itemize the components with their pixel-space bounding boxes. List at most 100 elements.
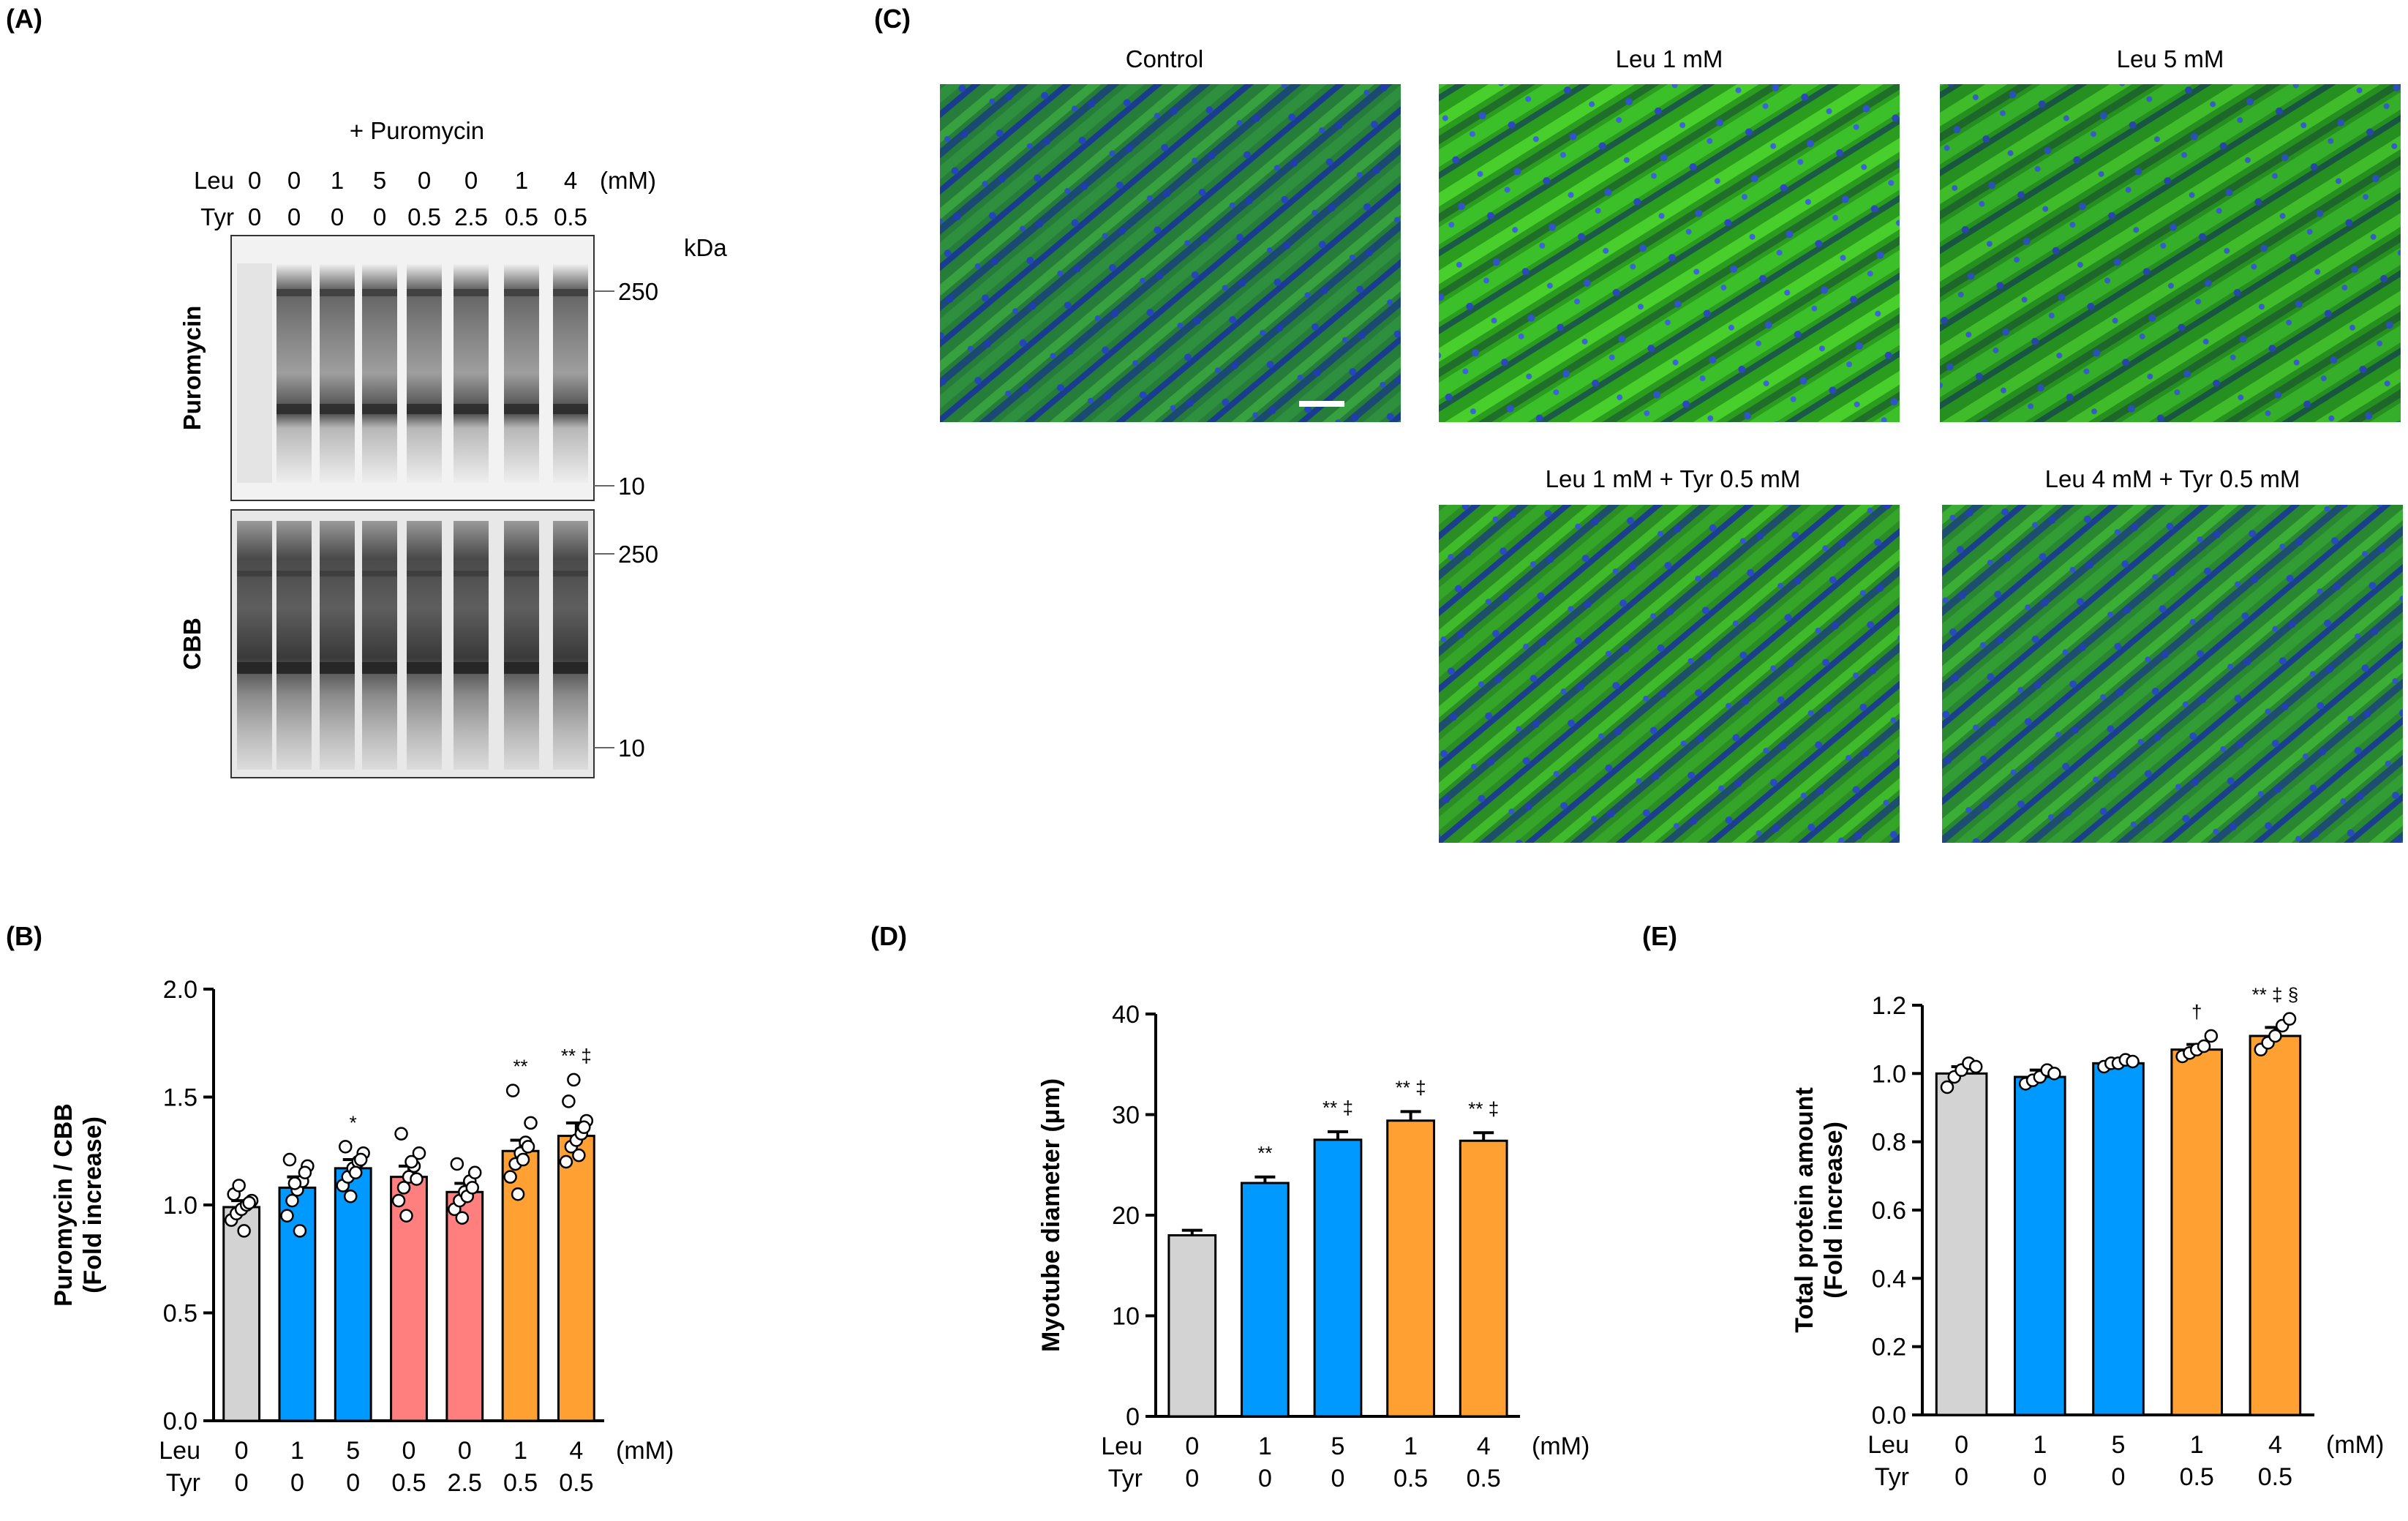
data-point (450, 1157, 464, 1171)
panel-label-c: (C) (874, 4, 911, 34)
data-point (298, 1165, 312, 1179)
data-point (285, 1193, 299, 1208)
data-point (577, 1120, 591, 1135)
puromycin-lane (237, 263, 272, 483)
micrograph-leu1 (1439, 84, 1900, 422)
blot-tyr-label: Tyr (200, 203, 234, 230)
bar (222, 1206, 261, 1422)
y-tick-label: 0.2 (1872, 1334, 1906, 1362)
data-point (410, 1172, 424, 1186)
x-tyr-value: 0 (1258, 1465, 1272, 1492)
data-point (2268, 1029, 2282, 1043)
x-leu-value: 0 (1954, 1431, 1968, 1459)
data-point (2126, 1054, 2140, 1069)
blot-tyr-value: 2.5 (454, 203, 488, 230)
significance-mark: ** ‡ (561, 1045, 592, 1067)
bar (445, 1190, 484, 1422)
data-point (521, 1140, 535, 1154)
puromycin-band (407, 404, 442, 414)
cbb-band (320, 571, 355, 577)
bar (2249, 1034, 2302, 1416)
blot-treatment-label: + Puromycin (350, 117, 484, 144)
x-tyr-label: Tyr (1875, 1463, 1909, 1491)
data-point (287, 1176, 302, 1190)
cbb-band (454, 571, 489, 577)
x-tyr-value: 0.5 (503, 1469, 538, 1497)
puromycin-band (362, 289, 397, 296)
bar (1167, 1234, 1217, 1418)
cbb-band (407, 571, 442, 577)
puromycin-lane (276, 263, 312, 483)
puromycin-band (320, 404, 355, 414)
data-point (405, 1154, 418, 1169)
data-point (465, 1181, 479, 1195)
x-leu-value: 5 (1331, 1432, 1345, 1460)
x-tyr-value: 0.5 (391, 1469, 426, 1497)
cbb-lane (320, 521, 355, 770)
cbb-lane (454, 521, 489, 770)
data-point (396, 1181, 411, 1195)
blot-leu-value: 1 (331, 167, 344, 194)
y-tick-label: 30 (1112, 1102, 1140, 1130)
blot-leu-value: 5 (373, 167, 386, 194)
data-point (412, 1146, 426, 1160)
y-tick-label: 2.0 (163, 976, 197, 1004)
data-point (467, 1165, 482, 1179)
y-tick-label: 0.0 (163, 1408, 197, 1435)
data-point (2282, 1012, 2297, 1026)
y-tick-label: 1.0 (1872, 1060, 1906, 1088)
x-leu-value: 5 (2112, 1431, 2126, 1459)
puromycin-lane (407, 263, 442, 483)
panel-label-b: (B) (6, 921, 42, 951)
x-tyr-value: 0 (346, 1469, 360, 1497)
blot-leu-label: Leu (194, 167, 234, 194)
bar (2013, 1075, 2066, 1416)
data-point (524, 1116, 538, 1130)
data-point (391, 1193, 406, 1208)
micrograph-control (940, 84, 1401, 422)
scale-bar (1299, 401, 1344, 407)
x-tyr-value: 0.5 (2258, 1463, 2292, 1491)
significance-mark: ** ‡ (1322, 1097, 1353, 1119)
data-point (455, 1211, 470, 1225)
x-unit-label: (mM) (2326, 1431, 2384, 1459)
x-leu-value: 1 (1258, 1432, 1272, 1460)
marker-10-lower: 10 (618, 735, 645, 762)
x-tyr-value: 0.5 (559, 1469, 593, 1497)
y-tick-label: 0.8 (1872, 1129, 1906, 1157)
significance-mark: ** (1257, 1142, 1272, 1164)
data-point (511, 1187, 525, 1201)
bar (1935, 1072, 1988, 1416)
blot-leu-value: 0 (287, 167, 301, 194)
x-tyr-value: 0.5 (1393, 1465, 1428, 1492)
image-title-leu1: Leu 1 mM (1616, 45, 1723, 72)
data-point (559, 1154, 573, 1169)
puromycin-blot-lanes (237, 263, 588, 483)
data-point (237, 1224, 251, 1238)
puromycin-band (276, 404, 312, 414)
x-tyr-value: 0.5 (1467, 1465, 1501, 1492)
x-tyr-value: 0 (1185, 1465, 1199, 1492)
y-tick-label: 10 (1112, 1303, 1140, 1331)
micrograph-leu4-tyr (1942, 505, 2403, 843)
marker-10-upper: 10 (618, 473, 645, 500)
x-tyr-value: 0 (290, 1469, 304, 1497)
x-leu-value: 5 (346, 1437, 360, 1465)
data-point (242, 1195, 256, 1210)
data-point (572, 1148, 586, 1163)
cbb-band (553, 662, 588, 674)
puromycin-lane (320, 263, 355, 483)
y-tick-label: 1.5 (163, 1084, 197, 1112)
cbb-band (237, 662, 272, 674)
data-point (1968, 1059, 1983, 1074)
data-point (2047, 1067, 2061, 1081)
x-tyr-value: 0 (1331, 1465, 1345, 1492)
x-leu-value: 0 (235, 1437, 249, 1465)
significance-mark: ** ‡ (1396, 1076, 1426, 1098)
data-point (280, 1209, 294, 1223)
micrograph-leu5-tint (1940, 84, 2401, 422)
significance-mark: ** ‡ § (2252, 984, 2299, 1006)
y-axis-label: Puromycin / CBB (50, 1103, 78, 1307)
cbb-band (362, 662, 397, 674)
